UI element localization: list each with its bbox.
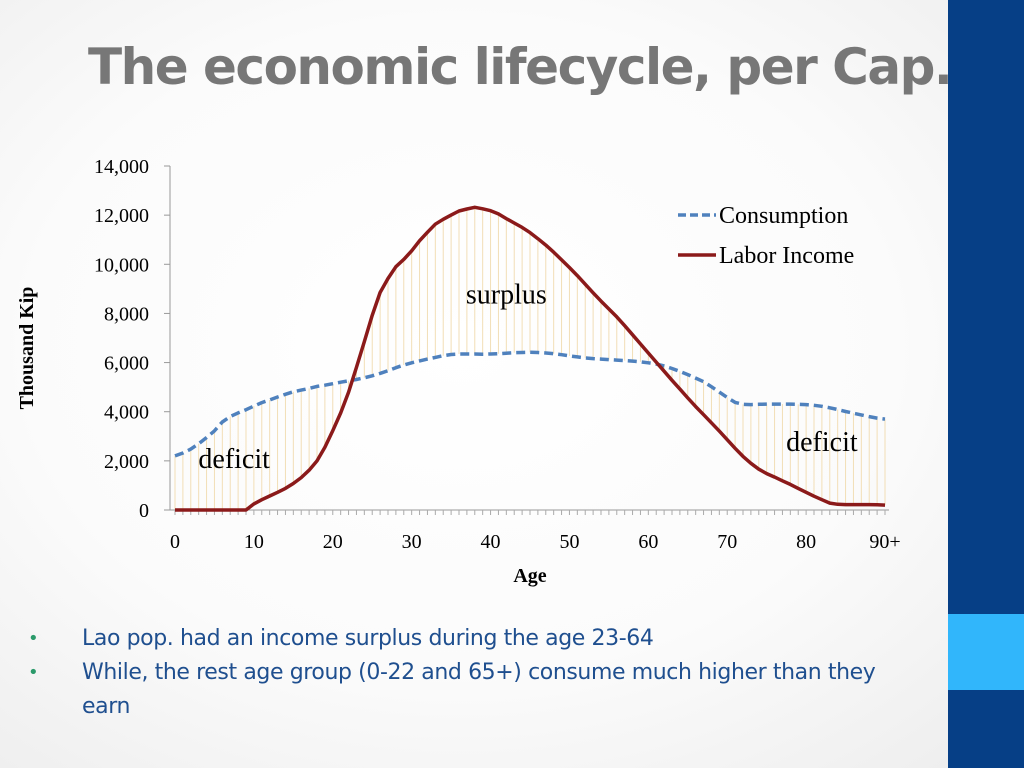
chart-legend: Consumption Labor Income	[678, 203, 854, 269]
chart-series	[174, 205, 886, 512]
x-axis-title: Age	[513, 565, 546, 587]
x-tick-label: 20	[323, 531, 343, 553]
y-tick-label: 14,000	[94, 156, 149, 178]
surplus-deficit-hatching	[174, 207, 886, 510]
bullet-text: Lao pop. had an income surplus during th…	[82, 626, 654, 651]
chart-axes: 0 2,000 4,000 6,000 8,000 10,000 12,000 14,000 0…	[16, 156, 901, 587]
x-tick-label: 0	[170, 531, 180, 553]
x-tick-label: 70	[717, 531, 737, 553]
x-tick-label: 30	[402, 531, 422, 553]
y-tick-label: 8,000	[104, 303, 149, 325]
y-tick-label: 0	[139, 500, 149, 522]
chart-annotations: surplus deficit deficit	[198, 280, 857, 476]
x-tick-label: 60	[638, 531, 658, 553]
region-label: deficit	[786, 427, 858, 458]
region-label: surplus	[466, 280, 547, 311]
accent-block	[948, 614, 1024, 690]
lifecycle-chart: 0 2,000 4,000 6,000 8,000 10,000 12,000 14,000 0…	[16, 156, 901, 587]
region-label: deficit	[198, 444, 270, 475]
y-tick-label: 6,000	[104, 353, 149, 375]
y-tick-label: 12,000	[94, 205, 149, 227]
slide-title: The economic lifecycle, per Cap.	[88, 38, 953, 96]
x-tick-label: 40	[481, 531, 501, 553]
bullet-item: • While, the rest age group (0-22 and 65+…	[28, 656, 928, 724]
x-tick-label: 50	[559, 531, 579, 553]
bullet-text: While, the rest age group (0-22 and 65+)…	[82, 660, 876, 719]
bullet-item: • Lao pop. had an income surplus during t…	[28, 622, 928, 656]
legend-label: Consumption	[719, 203, 848, 229]
x-tick-label: 10	[244, 531, 264, 553]
x-tick-label: 80	[796, 531, 816, 553]
y-tick-label: 4,000	[104, 402, 149, 424]
consumption-line	[174, 350, 886, 458]
bullet-icon: •	[28, 662, 39, 683]
legend-label: Labor Income	[719, 243, 854, 269]
labor-income-line	[175, 205, 886, 512]
x-tick-label: 90+	[869, 531, 900, 553]
y-tick-label: 2,000	[104, 451, 149, 473]
bullet-icon: •	[28, 628, 39, 649]
y-axis-title: Thousand Kip	[16, 287, 38, 410]
y-tick-label: 10,000	[94, 254, 149, 276]
bullet-list: • Lao pop. had an income surplus during t…	[28, 622, 928, 724]
